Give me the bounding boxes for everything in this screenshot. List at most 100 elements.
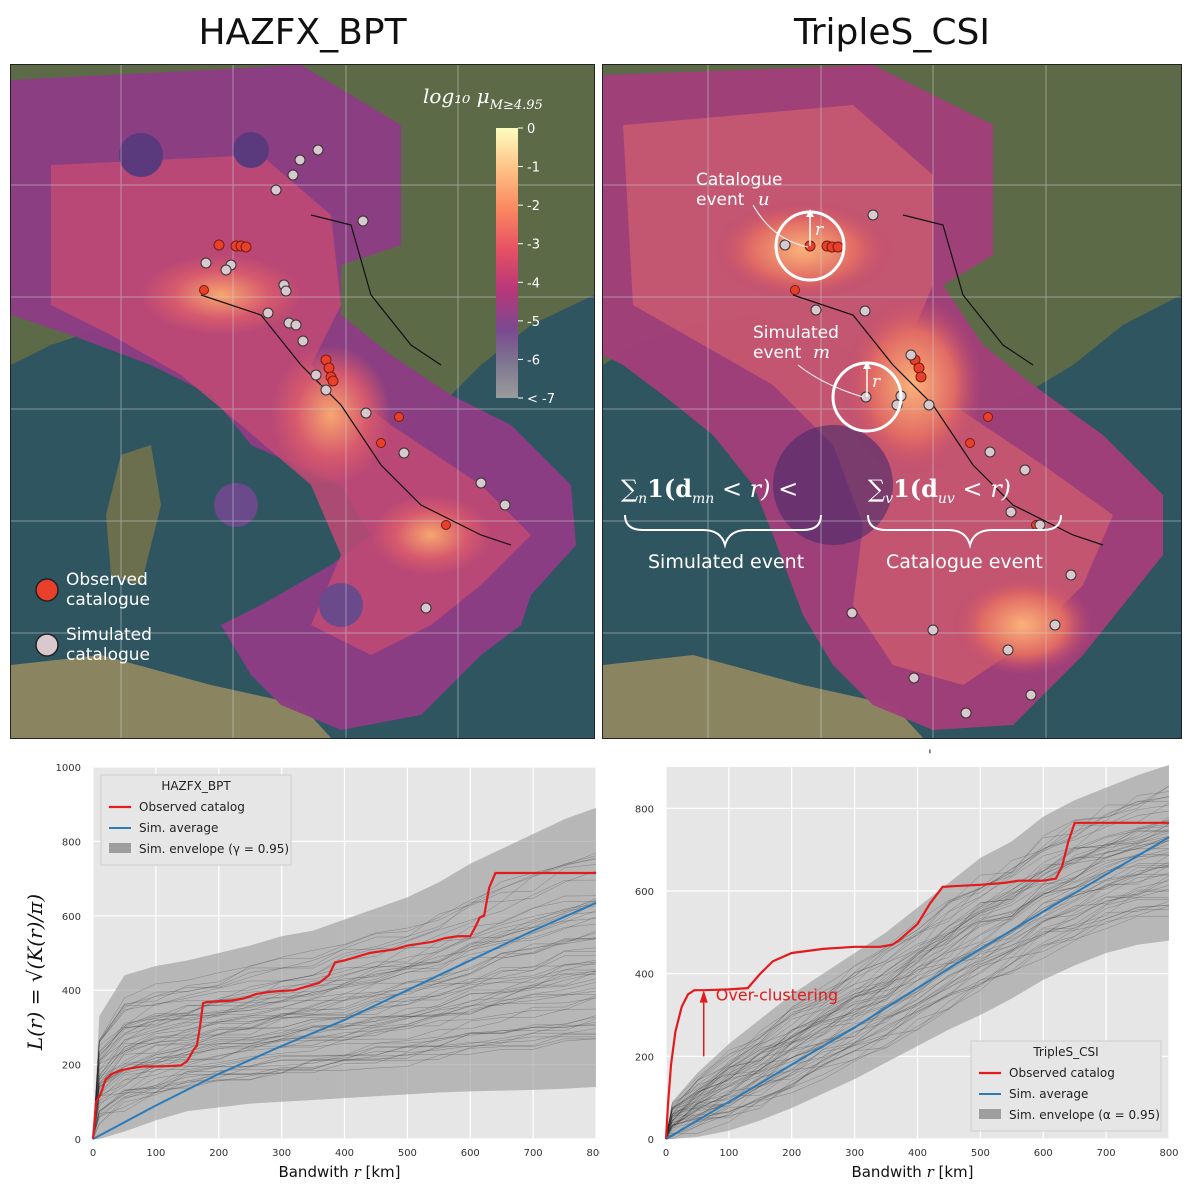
sim-envelope-band	[93, 807, 596, 1139]
stray-mark: '	[928, 748, 932, 764]
legend-box	[970, 1040, 1162, 1132]
map-graticule	[603, 65, 1181, 738]
simulated-trace	[665, 848, 1170, 1135]
colorbar-tick-label: -1	[527, 161, 540, 176]
x-axis-label: Bandwith r [km]	[278, 1163, 400, 1181]
simulated-trace	[665, 819, 1170, 1140]
y-tick-label: 400	[635, 970, 654, 981]
y-axis-label: L(r) = √(K(r)/π)	[23, 894, 47, 1051]
simulated-trace	[665, 816, 1170, 1136]
simulated-trace	[92, 1038, 596, 1140]
simulated-trace	[92, 864, 597, 1140]
hotspot-south	[953, 575, 1093, 675]
hotspot-north	[141, 255, 301, 335]
simulated-trace	[92, 1036, 596, 1140]
colorbar-label: log₁₀ μM≥4.95	[423, 84, 543, 113]
colorbar-ticks: 0 -1 -2 -3 -4 -5 -6 < -7	[518, 122, 555, 407]
simulated-trace	[92, 1023, 597, 1134]
simulated-trace	[665, 843, 1170, 1136]
sim-average-line	[92, 901, 597, 1140]
simulated-trace	[92, 1008, 597, 1137]
simulated-trace	[92, 995, 597, 1133]
simulated-trace	[665, 891, 1169, 1140]
x-tick-label: 600	[461, 1148, 480, 1159]
right-panel-title: TripleS_CSI	[794, 12, 990, 53]
catalogue-radius-arrowhead	[806, 209, 814, 217]
simulated-trace	[92, 1016, 597, 1140]
hotspot-north	[713, 200, 893, 300]
simulated-trace	[665, 832, 1170, 1133]
simulated-trace	[665, 791, 1170, 1139]
x-tick-label: 100	[719, 1148, 738, 1159]
simulated-trace	[665, 905, 1170, 1140]
simulated-trace	[92, 1018, 597, 1140]
low-rate-blob	[233, 132, 269, 168]
catalogue-event-label-line2: event	[696, 190, 745, 210]
legend-envelope-label: Sim. envelope (γ = 0.95)	[139, 842, 289, 856]
x-tick-label: 500	[398, 1148, 417, 1159]
colorbar-tick-label: -6	[527, 353, 540, 368]
legend-envelope-label: Sim. envelope (α = 0.95)	[1009, 1108, 1160, 1122]
simulated-trace	[665, 853, 1170, 1140]
x-tick-label: 700	[524, 1148, 543, 1159]
simulated-trace	[665, 836, 1170, 1140]
simulated-trace	[665, 851, 1170, 1140]
sim-envelope-band	[666, 764, 1169, 1139]
simulated-trace	[92, 1015, 597, 1137]
simulated-trace	[92, 895, 597, 1135]
simulated-trace	[665, 837, 1170, 1135]
x-axis-label: Bandwith r [km]	[851, 1163, 973, 1181]
simulated-trace	[92, 962, 597, 1140]
simulated-trace	[92, 938, 597, 1140]
legend-simulated-line2: catalogue	[66, 645, 150, 665]
observed-events	[199, 239, 451, 530]
x-tick-label: 100	[146, 1148, 165, 1159]
simulated-trace	[92, 930, 597, 1136]
chart-right: 0 100 200 300 400 500 600 700 800 0 200 400 600 800 Ba…	[635, 764, 1179, 1181]
colorbar-tick-label: -2	[527, 199, 540, 214]
simulated-trace	[92, 855, 597, 1140]
hotspot-central	[271, 345, 391, 485]
y-tick-label: 0	[648, 1135, 654, 1146]
simulated-trace	[92, 987, 597, 1137]
simulated-trace	[92, 982, 597, 1140]
simulated-trace	[92, 959, 597, 1140]
coastline	[792, 214, 1104, 546]
left-map-panel: log₁₀ μM≥4.95 0 -1 -2 -3 -4 -5 -6 < -7 Observed…	[10, 64, 595, 739]
simulated-trace	[92, 852, 597, 1135]
colorbar-tick-label: -5	[527, 315, 540, 330]
x-tick-label: 400	[908, 1148, 927, 1159]
land-africa	[603, 655, 923, 738]
simulated-trace	[92, 1028, 597, 1140]
y-tick-label: 1000	[56, 763, 81, 774]
simulated-trace	[92, 1038, 597, 1140]
simulated-trace	[665, 823, 1170, 1140]
simulated-trace	[665, 796, 1170, 1139]
land-africa	[11, 655, 331, 738]
brace-right	[867, 514, 1062, 549]
simulated-trace	[92, 974, 596, 1138]
simulated-trace	[665, 855, 1170, 1135]
simulated-trace	[665, 838, 1170, 1140]
x-tick-label: 0	[663, 1148, 669, 1159]
left-panel-title: HAZFX_BPT	[198, 12, 407, 53]
simulated-trace	[665, 785, 1170, 1140]
y-tick-label: 200	[635, 1052, 654, 1063]
x-tick-label: 0	[90, 1148, 96, 1159]
x-tick-label: 200	[209, 1148, 228, 1159]
simulated-trace	[665, 863, 1170, 1140]
over-clustering-label: Over-clustering	[716, 986, 838, 1005]
x-tick-label: 700	[1097, 1148, 1116, 1159]
legend-simulated-marker	[35, 633, 59, 657]
formula-right: ∑v1(duv < r)	[868, 474, 1011, 507]
simulated-trace	[665, 874, 1169, 1140]
simulated-events	[200, 144, 511, 614]
simulated-event-label-line2: event	[753, 343, 802, 363]
legend-observed-line2: catalogue	[66, 590, 150, 610]
simulated-trace	[92, 938, 596, 1140]
simulated-pointer-line	[797, 364, 864, 398]
simulated-trace	[665, 801, 1169, 1138]
simulated-trace	[665, 804, 1170, 1134]
simulated-trace	[92, 870, 597, 1140]
simulated-trace	[92, 996, 597, 1137]
